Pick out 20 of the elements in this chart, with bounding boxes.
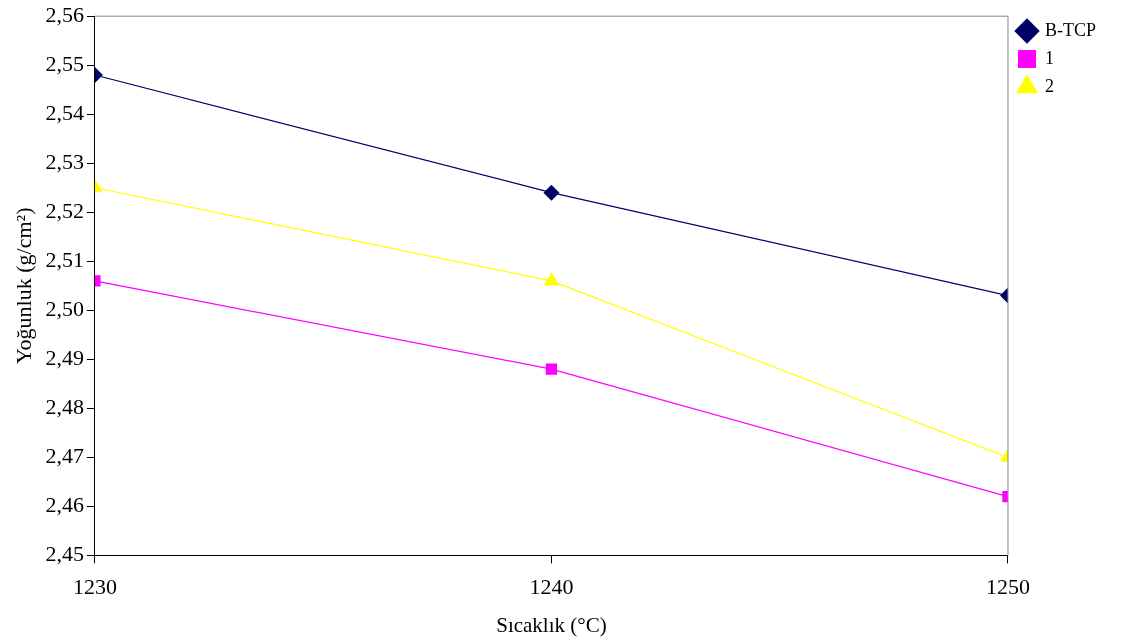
y-tick-label: 2,50 xyxy=(45,296,84,322)
y-tick-label: 2,52 xyxy=(45,198,84,224)
x-tick-label: 1230 xyxy=(72,574,117,600)
y-tick-label: 2,51 xyxy=(45,247,84,273)
y-tick-label: 2,55 xyxy=(45,51,84,76)
x-tick-label: 1240 xyxy=(529,574,574,600)
y-axis-title: Yoğunluk (g/cm²) xyxy=(10,207,36,365)
y-tick-label: 2,48 xyxy=(45,394,84,420)
x-tick-label: 1250 xyxy=(985,574,1030,600)
y-tick-label: 2,56 xyxy=(45,1,84,27)
y-tick-label: 2,46 xyxy=(45,492,84,518)
legend-label: 2 xyxy=(1044,75,1054,96)
y-tick-label: 2,53 xyxy=(45,149,84,175)
legend-label: 1 xyxy=(1044,47,1054,68)
y-tick-label: 2,45 xyxy=(45,541,84,567)
y-tick-label: 2,54 xyxy=(45,100,84,126)
legend-label: B-TCP xyxy=(1044,19,1096,40)
y-tick-label: 2,49 xyxy=(45,345,84,371)
x-axis-title: Sıcaklık (°C) xyxy=(496,612,607,637)
y-tick-label: 2,47 xyxy=(45,443,84,469)
